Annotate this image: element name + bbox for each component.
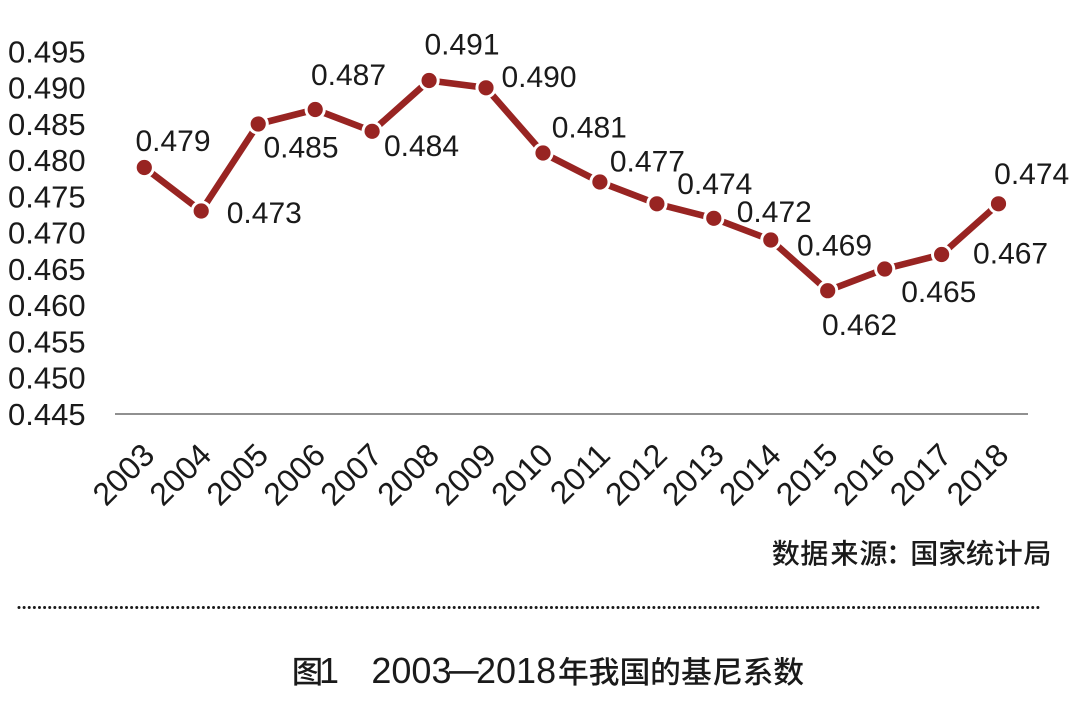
svg-text:0.469: 0.469 — [797, 229, 872, 262]
svg-text:0.484: 0.484 — [384, 130, 459, 163]
svg-text:0.477: 0.477 — [610, 146, 685, 179]
svg-text:0.450: 0.450 — [8, 361, 86, 396]
svg-text:0.455: 0.455 — [8, 324, 86, 359]
svg-text:0.474: 0.474 — [677, 168, 752, 201]
svg-text:0.445: 0.445 — [8, 397, 86, 432]
svg-text:0.474: 0.474 — [994, 158, 1069, 191]
svg-text:0.490: 0.490 — [8, 71, 86, 106]
svg-text:0.487: 0.487 — [311, 59, 386, 92]
svg-text:0.465: 0.465 — [8, 252, 86, 287]
svg-text:2003: 2003 — [371, 650, 451, 691]
svg-text:0.491: 0.491 — [424, 28, 499, 61]
svg-text:0.481: 0.481 — [552, 112, 627, 145]
svg-text:0.460: 0.460 — [8, 288, 86, 323]
svg-text:0.475: 0.475 — [8, 179, 86, 214]
svg-text:0.465: 0.465 — [901, 276, 976, 309]
svg-text:0.485: 0.485 — [263, 132, 338, 165]
svg-text:0.472: 0.472 — [737, 196, 812, 229]
svg-text:0.490: 0.490 — [501, 61, 576, 94]
svg-text:0.480: 0.480 — [8, 143, 86, 178]
svg-text:2018: 2018 — [476, 650, 556, 691]
svg-text:0.495: 0.495 — [8, 34, 86, 69]
svg-text:0.467: 0.467 — [973, 238, 1048, 271]
svg-text:0.470: 0.470 — [8, 216, 86, 251]
svg-text:0.473: 0.473 — [227, 197, 302, 230]
svg-text:0.462: 0.462 — [822, 309, 897, 342]
svg-text:0.479: 0.479 — [135, 125, 210, 158]
svg-text:1: 1 — [319, 650, 339, 691]
svg-text:0.485: 0.485 — [8, 107, 86, 142]
